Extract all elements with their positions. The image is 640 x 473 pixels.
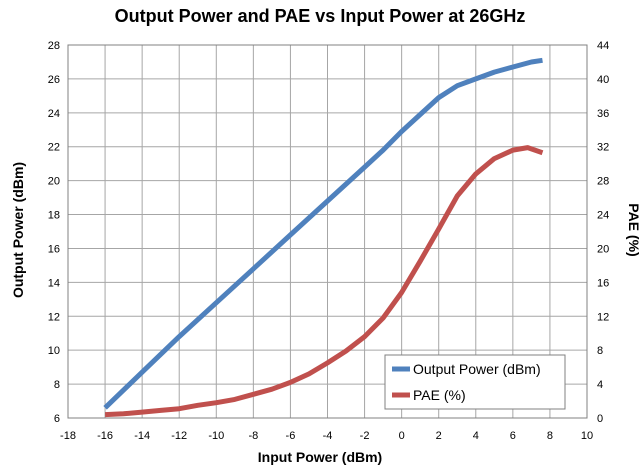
x-tick-label: 6 [510, 430, 516, 442]
x-tick-label: -4 [323, 430, 333, 442]
y-tick-label: 22 [48, 142, 60, 154]
y2-tick-label: 40 [597, 74, 609, 86]
x-tick-label: -16 [97, 430, 113, 442]
legend-box [384, 354, 566, 410]
y-tick-label: 26 [48, 74, 60, 86]
x-tick-label: -8 [248, 430, 258, 442]
y-tick-label: 8 [54, 379, 60, 391]
x-tick-label: -2 [360, 430, 370, 442]
x-axis-title: Input Power (dBm) [258, 449, 382, 465]
x-tick-label: -18 [60, 430, 76, 442]
y-tick-label: 12 [48, 311, 60, 323]
y2-tick-label: 36 [597, 108, 609, 120]
x-tick-label: -14 [134, 430, 150, 442]
y-tick-label: 20 [48, 176, 60, 188]
series [103, 57, 544, 418]
y2-tick-label: 20 [597, 243, 609, 255]
plot-frame [67, 44, 588, 419]
y-tick-label: 6 [54, 413, 60, 425]
y-tick-label: 18 [48, 210, 60, 222]
y2-tick-label: 24 [597, 210, 609, 222]
y2-tick-label: 8 [597, 345, 603, 357]
x-tick-label: -12 [171, 430, 187, 442]
x-tick-label: -6 [286, 430, 296, 442]
legend: Output Power (dBm) PAE (%) [384, 354, 566, 410]
y2-tick-label: 16 [597, 277, 609, 289]
y2-tick-label: 4 [597, 379, 603, 391]
legend-label-pae: PAE (%) [413, 387, 466, 403]
x-tick-label: 4 [473, 430, 479, 442]
x-tick-label: 2 [436, 430, 442, 442]
x-tick-label: -10 [208, 430, 224, 442]
legend-label-output-power: Output Power (dBm) [413, 361, 541, 377]
chart-title: Output Power and PAE vs Input Power at 2… [115, 6, 526, 26]
tick-labels: -18 -16 -14 -12 -10 -8 -6 -4 -2 0 2 4 6 8 106810121416… [48, 40, 610, 442]
y-tick-label: 10 [48, 345, 60, 357]
series-line-pae [104, 145, 544, 418]
y2-axis-title: PAE (%) [626, 203, 640, 256]
y-tick-label: 14 [48, 277, 60, 289]
x-tick-label: 8 [547, 430, 553, 442]
y-tick-label: 24 [48, 108, 60, 120]
y2-tick-label: 0 [597, 413, 603, 425]
y-tick-label: 28 [48, 40, 60, 52]
y-axis-title: Output Power (dBm) [10, 162, 26, 298]
x-tick-label: 0 [399, 430, 405, 442]
y2-tick-label: 28 [597, 176, 609, 188]
series-line-output-power [103, 57, 543, 410]
y2-tick-label: 12 [597, 311, 609, 323]
y-tick-label: 16 [48, 243, 60, 255]
x-tick-label: 10 [581, 430, 593, 442]
y2-tick-label: 32 [597, 142, 609, 154]
y2-tick-label: 44 [597, 40, 609, 52]
